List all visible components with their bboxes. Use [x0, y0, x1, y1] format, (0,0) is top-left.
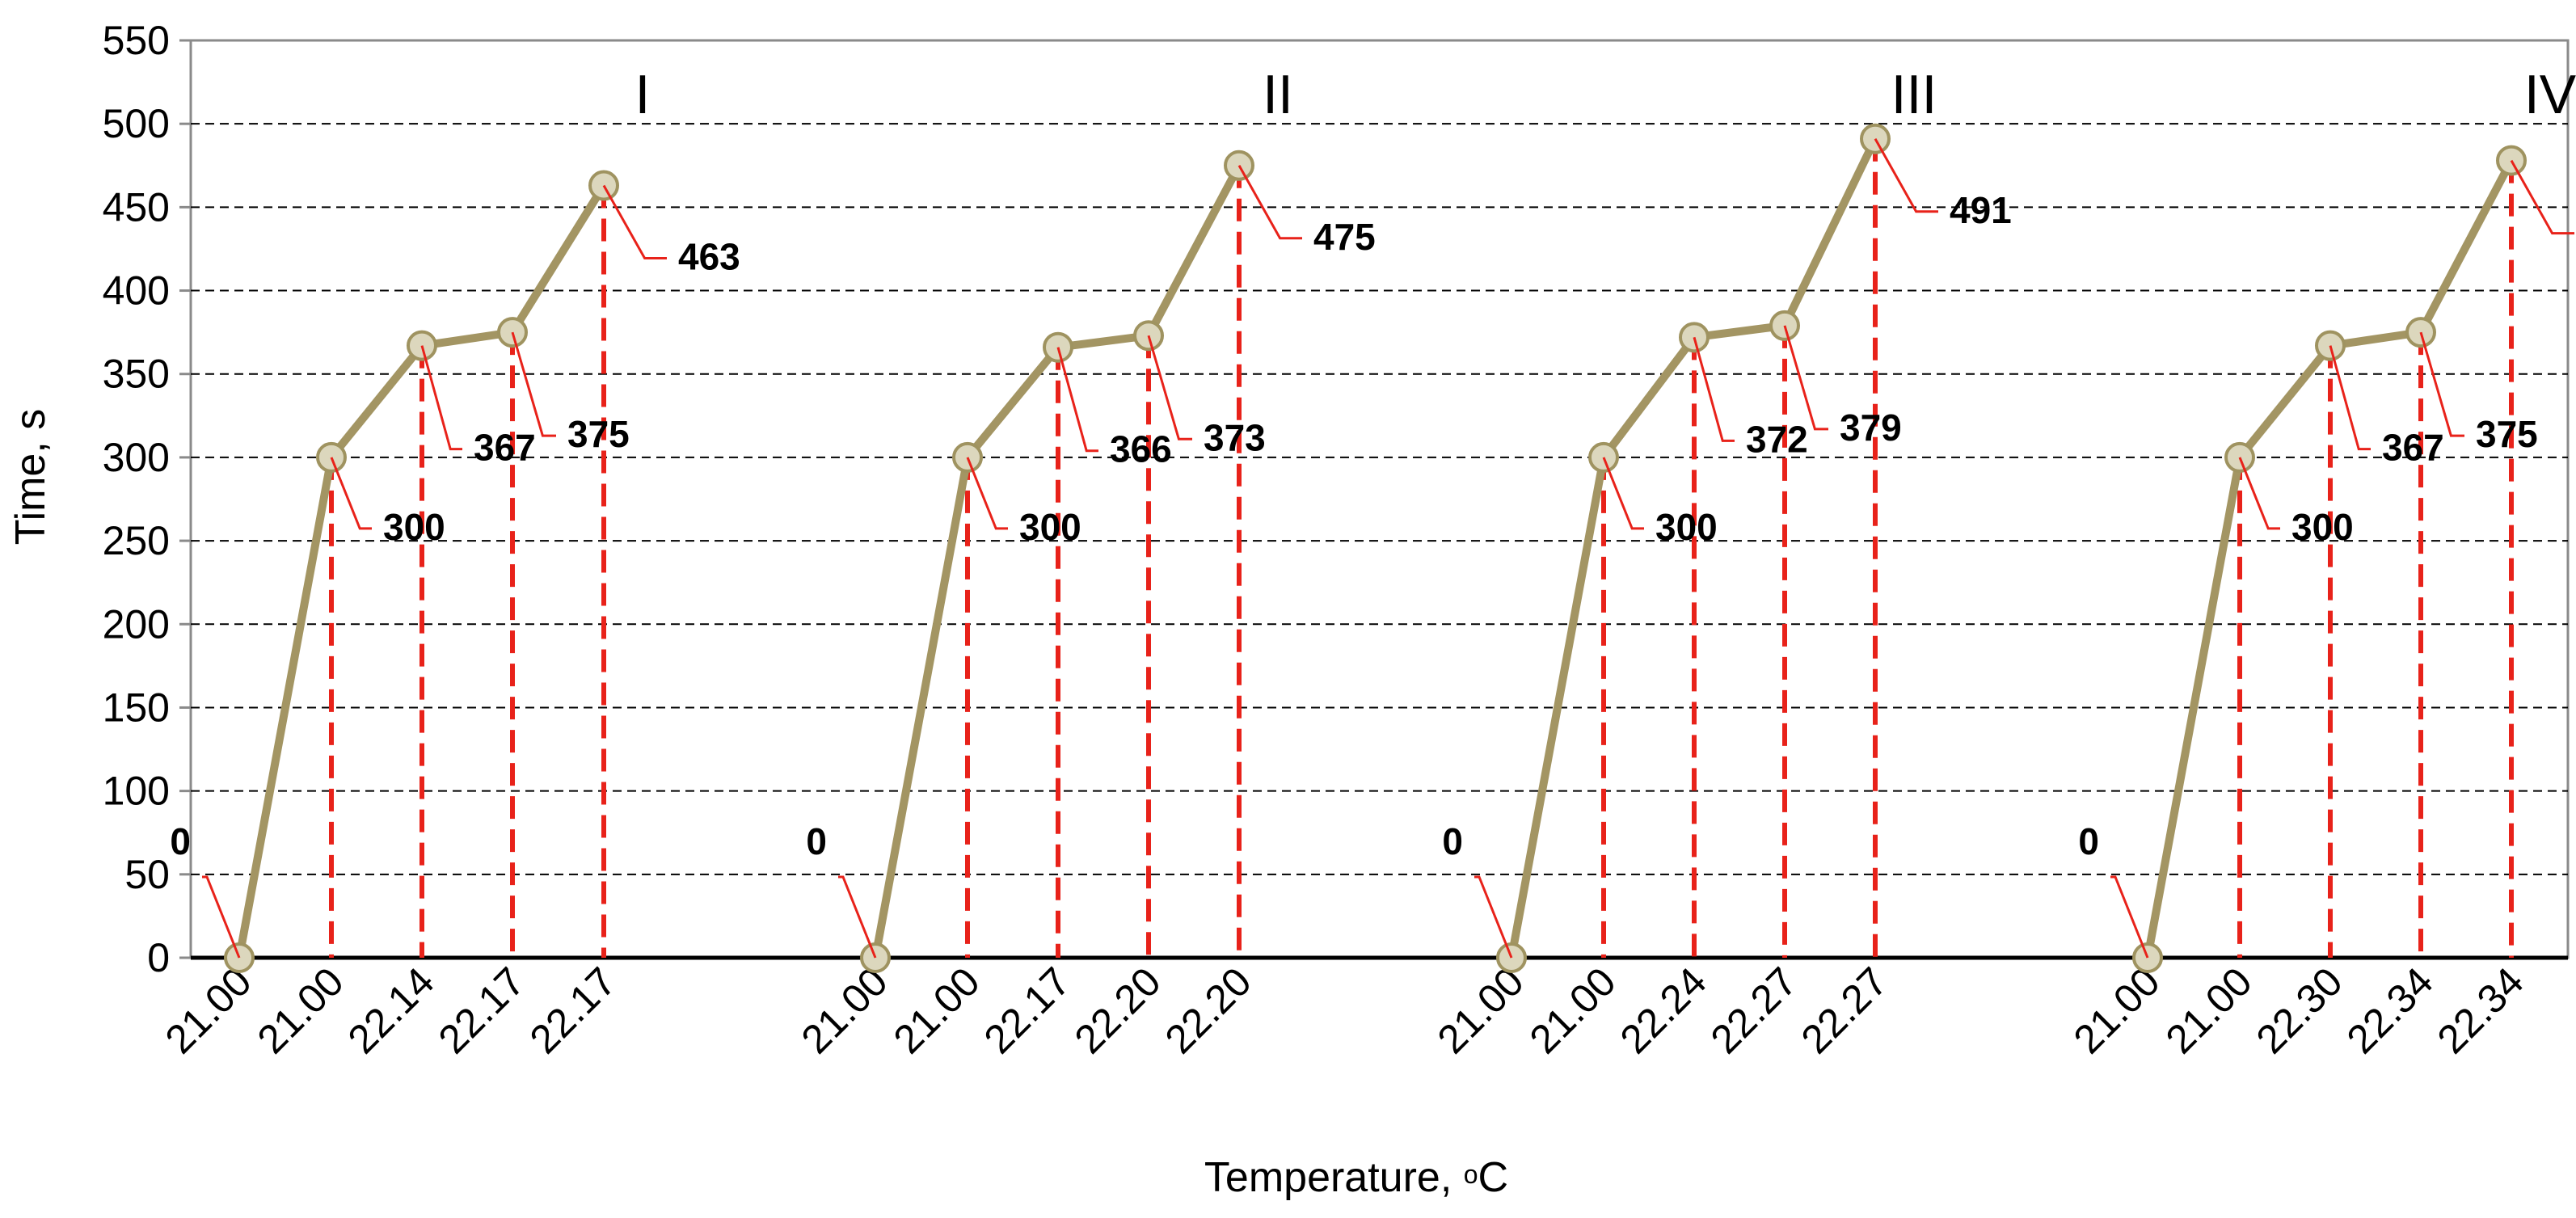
- x-tick-label: 21.00: [793, 959, 896, 1062]
- y-tick-label: 50: [124, 852, 170, 897]
- data-label: 475: [1313, 216, 1376, 258]
- x-tick-label: 21.00: [1429, 959, 1533, 1062]
- leader-line: [838, 875, 877, 959]
- x-tick-label: 22.34: [2338, 959, 2442, 1062]
- x-tick-label: 22.24: [1612, 959, 1715, 1062]
- data-label: 491: [1950, 189, 2012, 231]
- series-line: [235, 183, 608, 959]
- leader-line: [202, 875, 241, 959]
- x-tick-label: 21.00: [885, 959, 989, 1062]
- leader-line: [2419, 331, 2464, 437]
- x-tick-label: 21.00: [249, 959, 352, 1062]
- data-label: 375: [567, 413, 630, 455]
- data-label: 366: [1110, 428, 1172, 470]
- y-tick-label: 100: [103, 769, 170, 814]
- data-label: 367: [474, 427, 536, 469]
- x-axis-label-text: Temperature,: [1204, 1154, 1464, 1201]
- leader-line: [1783, 325, 1828, 431]
- leader-line: [1056, 347, 1098, 453]
- data-label: 375: [2476, 413, 2538, 455]
- y-tick-label: 350: [103, 352, 170, 397]
- data-label: 0: [1442, 820, 1463, 862]
- x-tick-label: 22.34: [2429, 959, 2532, 1062]
- leader-line: [1237, 165, 1302, 240]
- y-tick-label: 400: [103, 268, 170, 314]
- y-tick-label: 150: [103, 685, 170, 730]
- group-label: II: [1263, 64, 1293, 125]
- y-tick-label: 0: [147, 935, 170, 980]
- y-tick-label: 200: [103, 601, 170, 647]
- leader-line: [420, 345, 462, 451]
- data-label: 0: [2078, 820, 2099, 862]
- y-tick-label: 500: [103, 101, 170, 146]
- x-tick-label: 22.30: [2248, 959, 2351, 1062]
- y-tick-label: 300: [103, 435, 170, 480]
- leader-line: [1147, 335, 1192, 440]
- x-tick-label: 22.17: [430, 959, 533, 1062]
- leader-line: [2110, 875, 2149, 959]
- leader-line: [2238, 457, 2280, 530]
- x-tick-label: 21.00: [2157, 959, 2261, 1062]
- data-label: 372: [1746, 418, 1808, 460]
- leader-line: [1474, 875, 1513, 959]
- data-label: 463: [678, 236, 740, 278]
- leader-line: [2510, 159, 2574, 235]
- data-label: 300: [2291, 506, 2354, 548]
- x-tick-label: 22.20: [1157, 959, 1260, 1062]
- x-tick-label: 22.14: [339, 959, 443, 1062]
- x-tick-label: 21.00: [1521, 959, 1625, 1062]
- leader-line: [511, 331, 556, 437]
- y-tick-label: 550: [103, 18, 170, 63]
- plot-area: [189, 39, 2570, 959]
- x-axis-label-unit: C: [1478, 1154, 1509, 1201]
- x-tick-label: 22.27: [1793, 959, 1896, 1062]
- group-label: I: [635, 64, 651, 125]
- group-label: III: [1891, 64, 1937, 125]
- y-tick-label: 450: [103, 184, 170, 230]
- data-label: 373: [1204, 416, 1266, 458]
- data-label: 367: [2382, 427, 2444, 469]
- leader-line: [1874, 138, 1938, 213]
- x-tick-label: 22.17: [976, 959, 1079, 1062]
- x-tick-label: 22.27: [1702, 959, 1806, 1062]
- leader-line: [602, 184, 667, 260]
- x-tick-label: 22.20: [1066, 959, 1170, 1062]
- x-tick-label: 21.00: [157, 959, 260, 1062]
- x-tick-label: 21.00: [2065, 959, 2169, 1062]
- data-label: 0: [170, 820, 191, 862]
- leader-line: [1602, 457, 1644, 530]
- data-label: 379: [1840, 407, 1902, 449]
- leader-line: [2329, 345, 2371, 451]
- data-label: 300: [383, 506, 445, 548]
- data-label: 0: [806, 820, 827, 862]
- leader-line: [1693, 336, 1735, 442]
- leader-line: [966, 457, 1008, 530]
- data-label: 300: [1655, 506, 1718, 548]
- x-axis-label: Temperature, oC: [1204, 1154, 1508, 1201]
- y-axis-label: Time, s: [7, 409, 54, 546]
- group-label: IV: [2524, 64, 2576, 125]
- data-label: 300: [1019, 506, 1081, 548]
- leader-line: [330, 457, 372, 530]
- y-tick-label: 250: [103, 518, 170, 563]
- x-axis-label-superscript: o: [1464, 1160, 1478, 1189]
- x-tick-label: 22.17: [521, 959, 625, 1062]
